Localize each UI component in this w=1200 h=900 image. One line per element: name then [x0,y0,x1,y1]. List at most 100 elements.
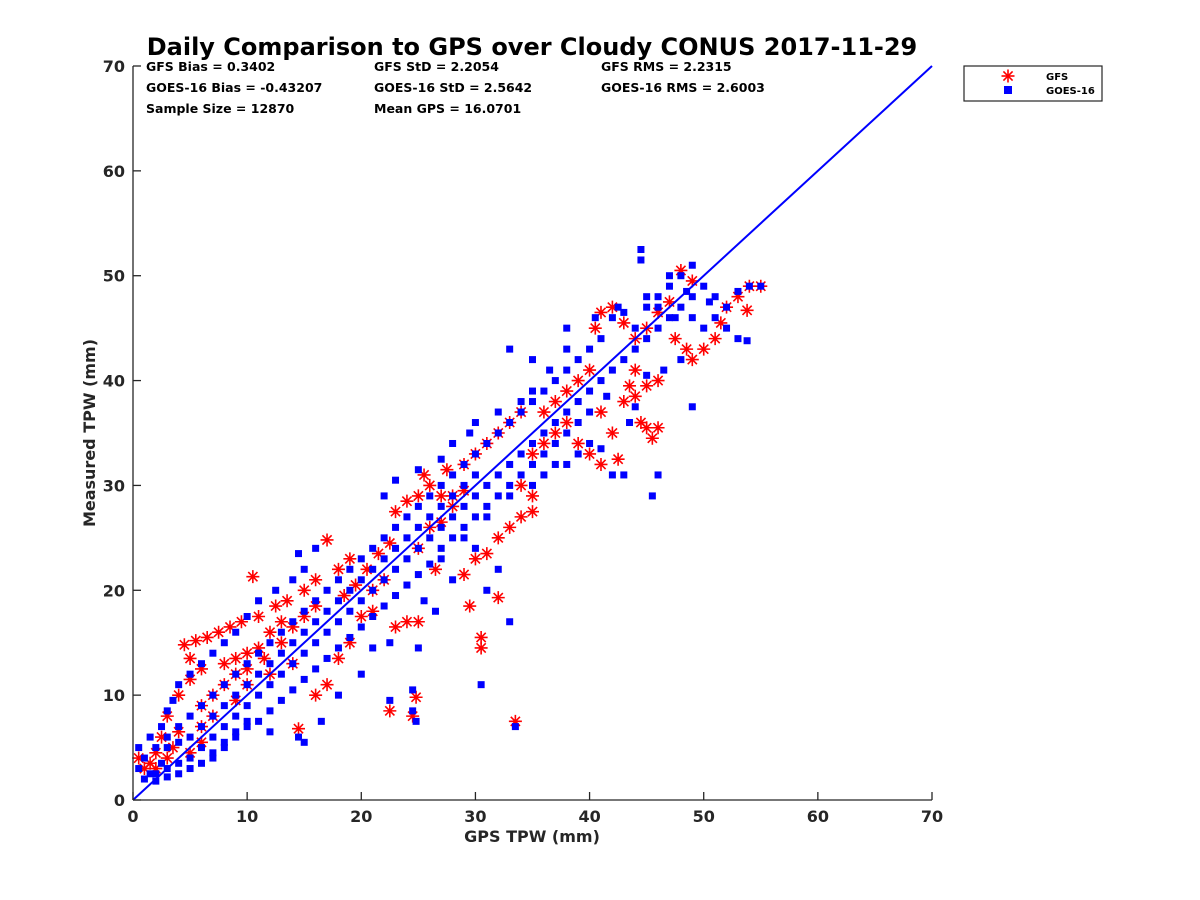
goes-point [574,398,582,406]
gfs-point [463,599,477,613]
goes-point [563,366,571,374]
goes-point [688,403,696,411]
goes-point [289,576,297,584]
goes-point [323,607,331,615]
ticks-layer: 0 10 20 30 40 50 60 70 0 10 20 30 40 50 60 70 [103,57,943,826]
goes-point [574,356,582,364]
gfs-point [217,657,231,671]
gfs-point [468,552,482,566]
gfs-point [548,426,562,440]
goes-point [563,408,571,416]
gfs-point [560,416,574,430]
goes-point [186,733,194,741]
x-axis-label: GPS TPW (mm) [464,827,600,846]
gfs-point [183,672,197,686]
goes-point [403,513,411,521]
goes-point [517,398,525,406]
goes-point [232,628,240,636]
goes-point [323,654,331,662]
gfs-point [286,620,300,634]
gfs-point [331,562,345,576]
gfs-point [229,693,243,707]
goes-point [483,502,491,510]
goes-point [426,534,434,542]
gfs-point [400,494,414,508]
goes-point [449,471,457,479]
goes-point [346,586,354,594]
x-tick-label: 50 [693,807,715,826]
gfs-point [143,756,157,770]
goes-point [380,576,388,584]
goes-point [414,644,422,652]
gfs-point [605,300,619,314]
goes-point [420,597,428,605]
gfs-point [548,395,562,409]
gfs-point [337,589,351,603]
goes-point [546,366,554,374]
goes-point [323,586,331,594]
stat-mean-gps: Mean GPS = 16.0701 [374,101,521,116]
goes-point [506,345,514,353]
goes-point [346,633,354,641]
gfs-point [223,620,237,634]
goes-point [220,723,228,731]
goes-point [277,696,285,704]
gfs-point [411,489,425,503]
gfs-point [200,630,214,644]
goes-point [586,387,594,395]
goes-point [380,534,388,542]
goes-point [506,460,514,468]
goes-point [529,387,536,395]
goes-point [437,523,445,531]
gfs-point [617,395,631,409]
goes-point [460,523,468,531]
goes-point [734,287,742,295]
goes-point [494,492,502,500]
goes-point [654,471,662,479]
goes-point [437,544,445,552]
gfs-point [651,374,665,388]
goes-point [449,576,457,584]
goes-point [409,686,417,694]
goes-point [529,460,536,468]
goes-point [243,717,251,725]
goes-point [494,565,502,573]
goes-point [414,466,422,474]
goes-point [169,696,177,704]
gfs-point [457,568,471,582]
goes-point [437,555,445,563]
goes-point [723,303,731,311]
y-tick-label: 10 [103,686,125,705]
goes-point [660,366,668,374]
goes-point [277,670,285,678]
goes-point [700,324,708,332]
goes-point [540,471,548,479]
gfs-point [320,678,334,692]
y-tick-label: 50 [103,267,125,286]
goes-point [723,324,731,332]
goes-point [146,733,154,741]
goes-point [477,681,485,689]
gfs-point [651,421,665,435]
goes-point [614,303,622,311]
goes-point [540,450,548,458]
goes-point [471,513,479,521]
goes-point [483,481,491,489]
goes-point [175,759,183,767]
gfs-point [137,762,151,776]
gfs-point [292,722,306,736]
goes-point [540,429,548,437]
gfs-point [491,531,505,545]
goes-point [700,282,708,290]
goes-point [243,613,251,620]
goes-point [197,702,205,710]
goes-point [574,450,582,458]
x-tick-label: 0 [127,807,138,826]
goes-point [466,429,474,437]
goes-point [146,770,154,778]
goes-point [705,298,713,306]
gfs-point [514,510,528,524]
goes-point [608,314,616,322]
goes-point [471,450,479,458]
